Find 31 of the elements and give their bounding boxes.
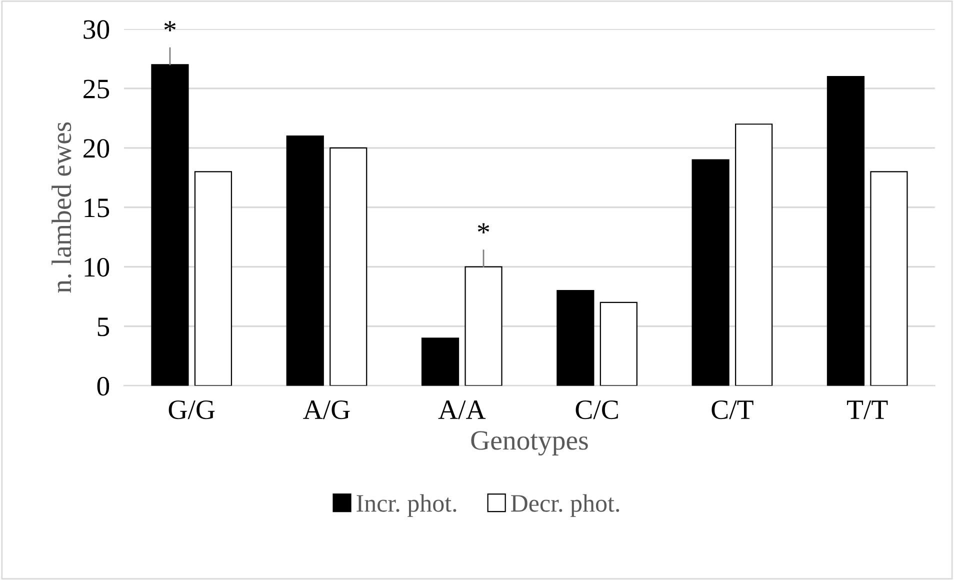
y-tick-label: 30 (84, 20, 110, 39)
x-tick-label: G/G (168, 400, 215, 420)
y-tick-label: 15 (84, 198, 110, 218)
annotation: * (478, 223, 490, 234)
bar (421, 338, 460, 386)
x-tick-label: C/T (712, 400, 754, 420)
y-tick-label: 20 (84, 139, 110, 158)
bar (735, 124, 773, 386)
bar (556, 290, 594, 386)
x-tick-label: C/C (576, 400, 618, 420)
bar (464, 266, 502, 386)
bar (330, 147, 368, 386)
y-tick-label: 10 (84, 258, 110, 277)
bar (151, 64, 189, 386)
annotation: * (164, 21, 176, 32)
bar (826, 76, 865, 386)
x-tick-label: A/G (303, 400, 350, 420)
y-tick-label: 0 (97, 376, 110, 396)
bar (286, 135, 324, 386)
legend-label: Decr. phot. (511, 494, 620, 517)
y-axis-title: n. lambed ewes (52, 122, 72, 293)
bar (194, 171, 232, 386)
x-tick-label: A/A (438, 400, 486, 420)
bar (692, 159, 730, 386)
x-tick-label: T/T (847, 400, 888, 420)
y-tick-label: 25 (84, 80, 110, 98)
x-axis-title: Genotypes (471, 431, 588, 456)
bar (600, 302, 638, 386)
legend-label: Incr. phot. (356, 494, 456, 517)
y-tick-label: 5 (98, 318, 110, 336)
bar (870, 171, 908, 386)
